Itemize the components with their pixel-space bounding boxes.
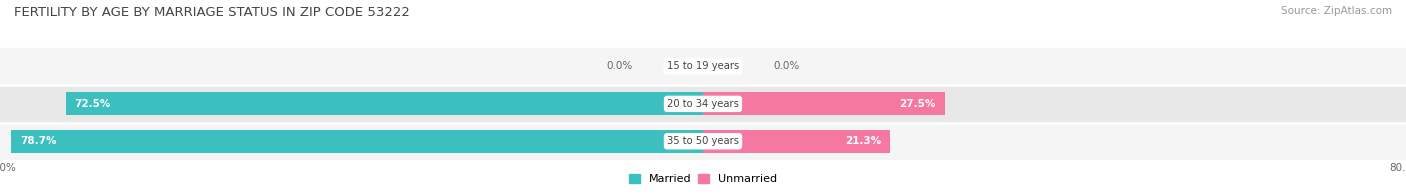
Text: 0.0%: 0.0% <box>773 62 800 72</box>
Bar <box>703 92 945 115</box>
Bar <box>66 92 703 115</box>
Bar <box>703 130 890 153</box>
Text: Source: ZipAtlas.com: Source: ZipAtlas.com <box>1281 6 1392 16</box>
Text: 0.0%: 0.0% <box>606 62 633 72</box>
Text: FERTILITY BY AGE BY MARRIAGE STATUS IN ZIP CODE 53222: FERTILITY BY AGE BY MARRIAGE STATUS IN Z… <box>14 6 411 19</box>
Legend: Married, Unmarried: Married, Unmarried <box>624 169 782 189</box>
Text: 35 to 50 years: 35 to 50 years <box>666 136 740 146</box>
Text: 15 to 19 years: 15 to 19 years <box>666 62 740 72</box>
Text: 20 to 34 years: 20 to 34 years <box>666 99 740 109</box>
Bar <box>11 130 703 153</box>
Text: 78.7%: 78.7% <box>20 136 56 146</box>
Text: 27.5%: 27.5% <box>900 99 936 109</box>
Text: 72.5%: 72.5% <box>75 99 111 109</box>
FancyBboxPatch shape <box>0 48 1406 85</box>
FancyBboxPatch shape <box>0 122 1406 160</box>
Text: 21.3%: 21.3% <box>845 136 882 146</box>
FancyBboxPatch shape <box>0 85 1406 122</box>
